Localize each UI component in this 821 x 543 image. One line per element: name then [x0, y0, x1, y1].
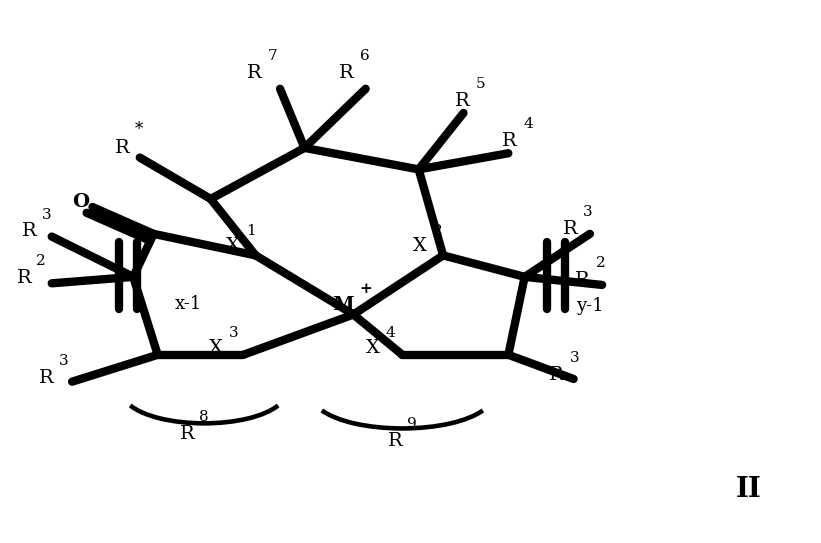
Text: II: II — [736, 476, 762, 503]
Text: R: R — [39, 369, 54, 387]
Text: 4: 4 — [385, 326, 395, 340]
Text: 3: 3 — [570, 351, 579, 365]
Text: 3: 3 — [42, 207, 52, 222]
Text: R: R — [576, 270, 590, 288]
Text: 3: 3 — [59, 354, 69, 368]
Text: 4: 4 — [523, 117, 533, 131]
Text: X: X — [227, 237, 240, 255]
Text: 3: 3 — [229, 326, 238, 340]
Text: 2: 2 — [36, 254, 46, 268]
Text: R: R — [388, 432, 402, 450]
Text: R: R — [180, 425, 195, 443]
Text: y-1: y-1 — [576, 298, 603, 315]
Text: 5: 5 — [475, 77, 485, 91]
Text: R: R — [549, 365, 564, 384]
Text: X: X — [365, 339, 379, 357]
Text: R: R — [22, 222, 37, 240]
Text: R: R — [16, 269, 31, 287]
Text: 2: 2 — [595, 256, 605, 270]
Text: X: X — [413, 237, 427, 255]
Text: R: R — [115, 139, 130, 157]
Text: 7: 7 — [268, 49, 277, 63]
Text: 9: 9 — [407, 417, 417, 431]
Text: R: R — [246, 64, 261, 81]
Text: O: O — [71, 193, 89, 211]
Text: X: X — [209, 339, 223, 357]
Text: R: R — [502, 132, 516, 150]
Text: x-1: x-1 — [175, 295, 202, 313]
Text: *: * — [135, 121, 143, 138]
Text: R: R — [455, 92, 470, 110]
Text: 1: 1 — [245, 224, 255, 238]
Text: 8: 8 — [200, 410, 209, 424]
Text: 2: 2 — [433, 224, 443, 238]
Text: M: M — [332, 296, 353, 314]
Text: R: R — [339, 64, 353, 81]
Text: 3: 3 — [584, 205, 593, 219]
Text: 6: 6 — [360, 49, 369, 63]
Text: +: + — [359, 282, 372, 296]
Text: R: R — [563, 219, 578, 237]
